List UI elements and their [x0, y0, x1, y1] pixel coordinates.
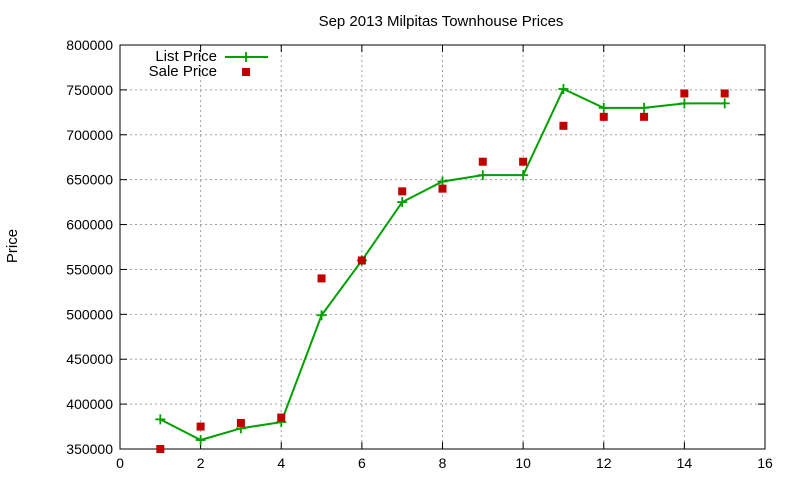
list-price-point: [397, 197, 408, 208]
sale-price-point: [398, 187, 407, 196]
list-price-point: [477, 170, 488, 181]
list-price-point: [155, 414, 166, 425]
sale-price-point: [156, 445, 165, 453]
sale-price-point: [277, 413, 286, 422]
sale-price-point: [438, 184, 447, 193]
list-price-point: [679, 98, 690, 109]
sale-price-point: [640, 112, 649, 121]
axis-ticks: 0 2 4 6 8 10 12 14 16 350000 400000 450000 500000 550…: [66, 37, 773, 471]
y-tick-label: 450000: [66, 351, 113, 367]
data-layer: [155, 83, 730, 453]
sale-price-point: [357, 256, 366, 265]
sale-price-point: [720, 89, 729, 98]
y-tick-label: 750000: [66, 82, 113, 98]
x-tick-label: 16: [757, 455, 773, 471]
sale-price-point: [559, 121, 568, 130]
chart-title: Sep 2013 Milpitas Townhouse Prices: [319, 13, 564, 30]
x-tick-label: 14: [677, 455, 693, 471]
y-tick-label: 350000: [66, 441, 113, 457]
legend: List Price Sale Price: [149, 48, 268, 80]
y-axis-label: Price: [4, 229, 21, 263]
x-tick-label: 2: [197, 455, 205, 471]
y-tick-label: 800000: [66, 37, 113, 53]
x-tick-label: 4: [277, 455, 285, 471]
y-tick-label: 400000: [66, 396, 113, 412]
legend-marker-sale-price: [242, 68, 250, 76]
list-price-point: [639, 102, 650, 113]
legend-marker-list-price: [241, 52, 251, 62]
legend-label-sale-price: Sale Price: [149, 63, 217, 80]
list-price-point: [719, 98, 730, 109]
sale-price-point: [478, 157, 487, 166]
sale-price-point: [599, 112, 608, 121]
y-tick-label: 550000: [66, 261, 113, 277]
list-price-point: [518, 170, 529, 181]
sale-price-point: [236, 418, 245, 427]
list-price-point: [598, 102, 609, 113]
grid: [120, 45, 765, 449]
sale-price-point: [317, 274, 326, 283]
x-tick-label: 8: [439, 455, 447, 471]
legend-label-list-price: List Price: [155, 48, 217, 65]
y-tick-label: 650000: [66, 172, 113, 188]
x-tick-label: 0: [116, 455, 124, 471]
y-tick-label: 700000: [66, 127, 113, 143]
x-tick-label: 6: [358, 455, 366, 471]
list-price-point: [558, 83, 569, 94]
sale-price-point: [680, 89, 689, 98]
sale-price-point: [519, 157, 528, 166]
sale-price-point: [196, 422, 205, 431]
x-tick-label: 12: [596, 455, 612, 471]
x-tick-label: 10: [515, 455, 531, 471]
y-tick-label: 500000: [66, 306, 113, 322]
y-tick-label: 600000: [66, 217, 113, 233]
list-price-point: [316, 310, 327, 321]
list-price-point: [195, 435, 206, 446]
